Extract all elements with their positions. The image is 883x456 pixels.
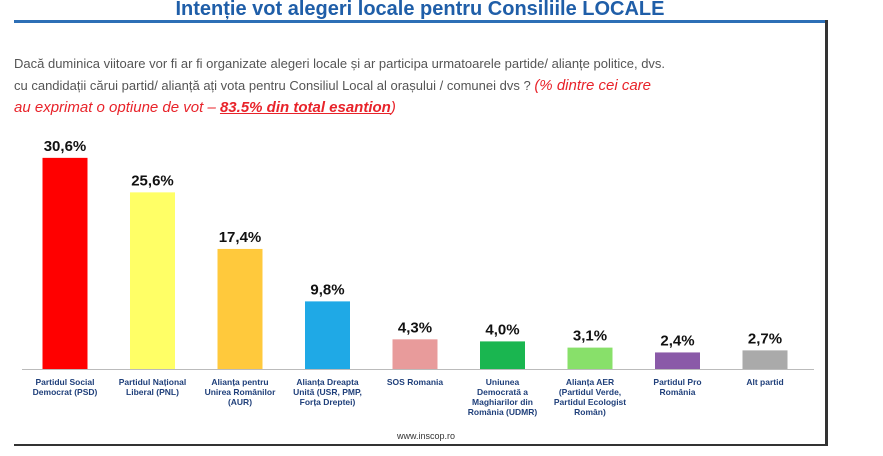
value-label-3: 17,4% — [219, 229, 262, 246]
bar-2 — [130, 192, 175, 369]
bar-9 — [742, 350, 788, 369]
source-link[interactable]: www.inscop.ro — [397, 431, 456, 441]
question-line-2-text: cu candidații cărui partid/ alianță ați … — [14, 78, 531, 93]
category-label-3: Alianța pentru Unirea Românilor (AUR) — [205, 377, 277, 407]
category-label-8: Partidul Pro România — [653, 377, 701, 397]
frame-right-border — [825, 20, 828, 445]
bar-5 — [392, 339, 438, 369]
bar-7 — [567, 347, 613, 369]
category-label-6: Uniunea Democrată a Maghiarilor din România… — [468, 377, 538, 417]
frame-bottom-border — [14, 444, 828, 446]
question-line-2: cu candidații cărui partid/ alianță ați … — [14, 75, 826, 97]
category-label-5: SOS Romania — [387, 377, 443, 387]
value-label-8: 2,4% — [660, 332, 694, 349]
bar-3 — [217, 248, 263, 369]
sample-note: au exprimat o optiune de vot – 83.5% din… — [14, 97, 826, 119]
sample-percentage: 83.5% din total esantion — [219, 99, 391, 116]
value-label-9: 2,7% — [748, 330, 782, 347]
bar-4 — [305, 301, 350, 369]
category-label-9: Alt partid — [746, 377, 783, 387]
value-label-1: 30,6% — [44, 138, 87, 155]
chart-title: Intenție vot alegeri locale pentru Consi… — [175, 0, 665, 20]
title-divider — [14, 20, 826, 23]
question-line-1: Dacă duminica viitoare vor fi ar fi orga… — [14, 56, 666, 71]
value-label-5: 4,3% — [398, 319, 432, 336]
bar-1 — [42, 157, 88, 369]
value-label-7: 3,1% — [573, 328, 607, 345]
sample-note-end: ) — [390, 99, 396, 116]
bar-chart: 30,6% Partidul Social Democrat (PSD) 25,6% P… — [22, 138, 814, 417]
category-label-4: Alianța Dreapta Unită (USR, PMP, Forța Dre… — [293, 377, 362, 407]
sample-note-line-2: au exprimat o optiune de vot – — [14, 99, 220, 116]
category-label-1: Partidul Social Democrat (PSD) — [33, 377, 98, 397]
category-label-2: Partidul Național Liberal (PNL) — [119, 377, 187, 397]
chart-frame: Intenție vot alegeri locale pentru Consi… — [14, 0, 826, 447]
survey-question: Dacă duminica viitoare vor fi ar fi orga… — [14, 53, 826, 119]
sample-note-start: (% dintre cei care — [534, 77, 652, 94]
value-label-2: 25,6% — [131, 172, 174, 189]
value-label-6: 4,0% — [485, 321, 519, 338]
category-label-7: Alianța AER (Partidul Verde, Partidul Ecol… — [554, 377, 626, 417]
bar-6 — [480, 341, 525, 369]
bar-8 — [655, 352, 700, 369]
value-label-4: 9,8% — [310, 281, 344, 298]
